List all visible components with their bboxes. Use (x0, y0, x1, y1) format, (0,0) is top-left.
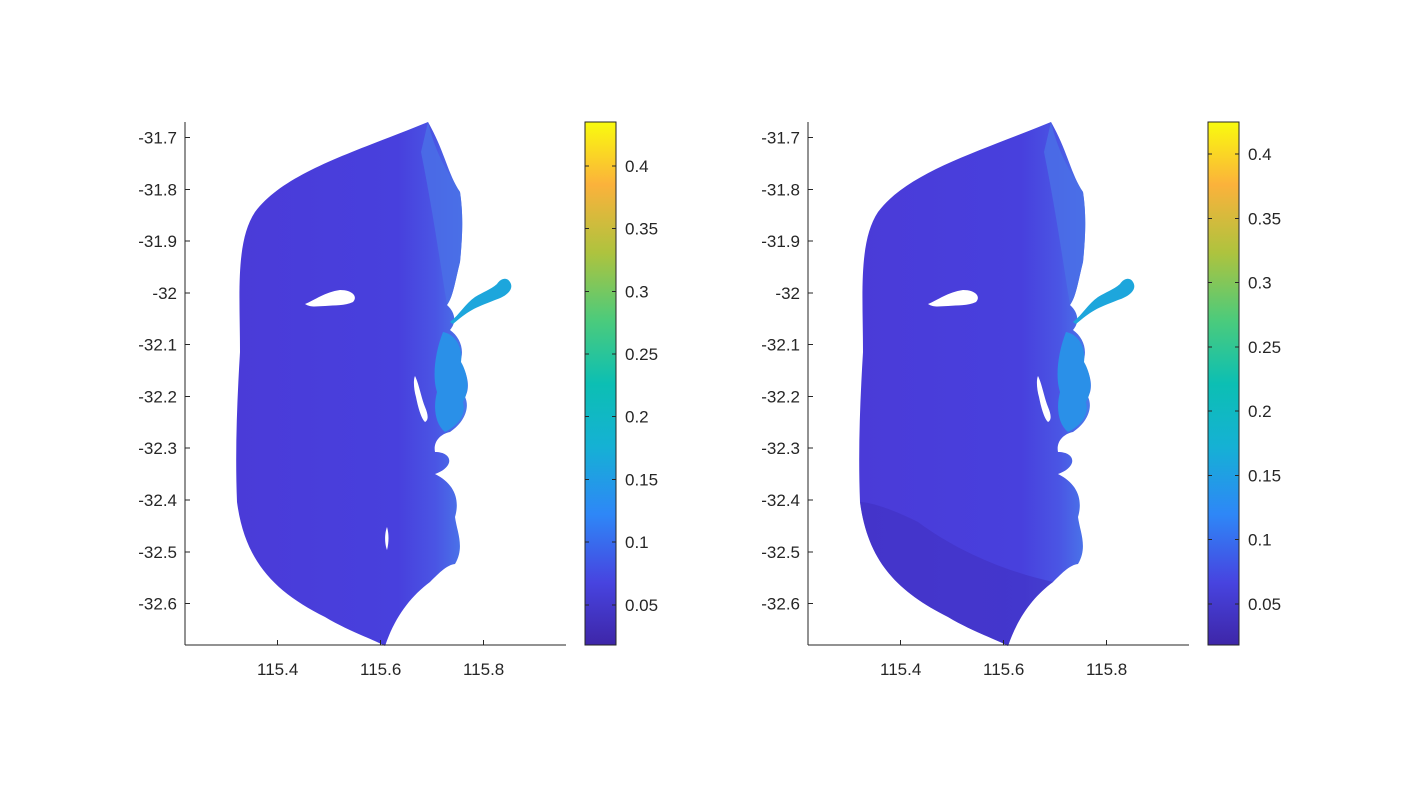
y-tick-label: -32 (152, 284, 177, 303)
colorbar-tick-label: 0.25 (625, 345, 658, 364)
plot-area: -31.7 -31.8 -31.9 -32 -32.1 -32.2 -32.3 -32.4 -3… (761, 122, 1189, 679)
x-ticks: 115.4 115.6 115.8 (257, 640, 504, 679)
y-tick-label: -32.1 (761, 336, 800, 355)
x-tick-label: 115.4 (880, 660, 921, 679)
x-tick-label: 115.4 (257, 660, 298, 679)
colorbar-tick-label: 0.35 (1248, 209, 1281, 228)
colorbar-gradient (1207, 121, 1240, 646)
y-ticks: -31.7 -31.8 -31.9 -32 -32.1 -32.2 -32.3 -32.4 -3… (138, 129, 190, 614)
small-island (385, 527, 389, 550)
y-tick-label: -32.2 (138, 387, 177, 406)
ocean-domain-shape (859, 122, 1091, 646)
x-tick-label: 115.8 (1086, 660, 1127, 679)
southern-darker-zone (860, 502, 1053, 646)
colorbar-tick-label: 0.05 (625, 596, 658, 615)
colorbar-tick-label: 0.35 (625, 220, 658, 239)
y-tick-label: -32 (775, 284, 800, 303)
ocean-field (859, 122, 1135, 646)
x-tick-label: 115.6 (360, 660, 401, 679)
ocean-domain-shape (236, 122, 468, 646)
y-tick-label: -31.7 (138, 129, 177, 148)
colorbar-tick-label: 0.4 (625, 157, 649, 176)
y-tick-label: -31.7 (761, 129, 800, 148)
colorbar-tick-label: 0.05 (1248, 595, 1281, 614)
y-tick-label: -31.8 (761, 180, 800, 199)
garden-island (1036, 376, 1051, 422)
colorbar-tick-label: 0.1 (1248, 531, 1272, 550)
colorbar: 0.05 0.1 0.15 0.2 0.25 0.3 0.35 0.4 (1207, 121, 1281, 646)
y-tick-label: -31.8 (138, 180, 177, 199)
colorbar-tick-label: 0.3 (1248, 274, 1272, 293)
colorbar: 0.05 0.1 0.15 0.2 0.25 0.3 0.35 0.4 (584, 121, 658, 646)
x-tick-label: 115.8 (463, 660, 504, 679)
right-panel: -31.7 -31.8 -31.9 -32 -32.1 -32.2 -32.3 -32.4 -3… (761, 121, 1281, 679)
colorbar-tick-label: 0.25 (1248, 338, 1281, 357)
y-tick-label: -32.6 (138, 595, 177, 614)
left-panel: -31.7 -31.8 -31.9 -32 -32.1 -32.2 -32.3 -32.4 -3… (138, 121, 658, 679)
colorbar-tick-label: 0.4 (1248, 145, 1272, 164)
estuary-river (450, 278, 512, 324)
y-tick-label: -32.1 (138, 336, 177, 355)
x-tick-label: 115.6 (983, 660, 1024, 679)
nearshore-band (421, 122, 463, 305)
y-tick-label: -32.5 (138, 543, 177, 562)
ocean-field (236, 122, 512, 646)
y-tick-label: -32.4 (138, 491, 177, 510)
colorbar-ticks: 0.05 0.1 0.15 0.2 0.25 0.3 0.35 0.4 (585, 157, 658, 615)
y-tick-label: -32.3 (138, 439, 177, 458)
colorbar-tick-label: 0.15 (1248, 466, 1281, 485)
y-tick-label: -32.4 (761, 491, 800, 510)
y-tick-label: -32.3 (761, 439, 800, 458)
nearshore-band (1044, 122, 1086, 305)
y-tick-label: -32.6 (761, 595, 800, 614)
y-ticks: -31.7 -31.8 -31.9 -32 -32.1 -32.2 -32.3 -32.4 -3… (761, 129, 813, 614)
coastal-lagoon (1057, 332, 1091, 432)
plot-area: -31.7 -31.8 -31.9 -32 -32.1 -32.2 -32.3 -32.4 -3… (138, 122, 566, 679)
y-tick-label: -32.2 (761, 387, 800, 406)
x-ticks: 115.4 115.6 115.8 (880, 640, 1127, 679)
rottnest-island (928, 290, 978, 307)
colorbar-ticks: 0.05 0.1 0.15 0.2 0.25 0.3 0.35 0.4 (1208, 145, 1281, 614)
colorbar-tick-label: 0.3 (625, 282, 649, 301)
colorbar-tick-label: 0.15 (625, 470, 658, 489)
y-tick-label: -31.9 (761, 232, 800, 251)
colorbar-tick-label: 0.2 (625, 408, 649, 427)
y-tick-label: -31.9 (138, 232, 177, 251)
coastal-lagoon (434, 332, 468, 432)
garden-island (413, 376, 428, 422)
rottnest-island (305, 290, 355, 307)
estuary-river (1073, 278, 1135, 324)
colorbar-gradient (584, 121, 617, 646)
colorbar-tick-label: 0.2 (1248, 402, 1272, 421)
colorbar-tick-label: 0.1 (625, 533, 649, 552)
y-tick-label: -32.5 (761, 543, 800, 562)
